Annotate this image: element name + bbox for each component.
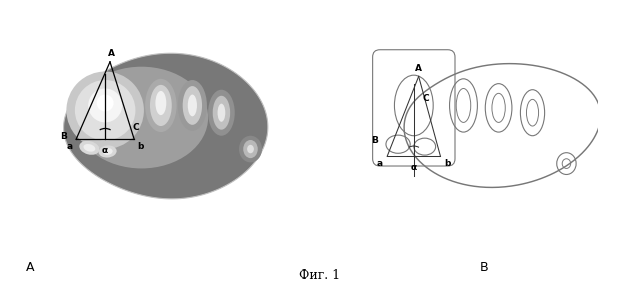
Ellipse shape (208, 90, 235, 136)
Text: A: A (26, 260, 34, 274)
Ellipse shape (75, 80, 136, 141)
Text: b: b (445, 159, 451, 168)
Ellipse shape (99, 145, 116, 158)
Ellipse shape (182, 86, 202, 125)
Text: SmoN0.0 s.00.0  bo.00.03i  q : i: SmoN0.0 s.00.0 bo.00.03i q : i (120, 243, 188, 247)
Ellipse shape (79, 141, 99, 155)
Ellipse shape (243, 140, 258, 158)
Text: a: a (67, 142, 73, 151)
Ellipse shape (88, 88, 122, 123)
Text: B: B (480, 260, 488, 274)
Polygon shape (63, 53, 268, 199)
Text: S: H: S: H (37, 15, 45, 19)
Text: C: C (422, 94, 429, 103)
Ellipse shape (145, 79, 177, 132)
Ellipse shape (218, 104, 225, 122)
Ellipse shape (97, 95, 114, 111)
Text: C: C (132, 123, 139, 132)
Text: B: B (61, 133, 67, 141)
Ellipse shape (150, 85, 172, 126)
Text: a: a (377, 159, 383, 168)
Ellipse shape (75, 67, 208, 168)
Ellipse shape (67, 72, 144, 149)
Text: b: b (137, 142, 143, 151)
Text: nH0: nH0 (231, 15, 239, 19)
Ellipse shape (247, 145, 254, 153)
Text: A: A (415, 64, 422, 73)
Text: α: α (102, 146, 108, 155)
Ellipse shape (212, 96, 230, 130)
Text: ---: --- (231, 241, 236, 245)
Ellipse shape (178, 80, 207, 131)
Ellipse shape (83, 144, 95, 152)
Ellipse shape (156, 91, 166, 115)
Text: Фиг. 1: Фиг. 1 (300, 269, 340, 282)
Text: α: α (411, 163, 417, 172)
Ellipse shape (188, 95, 197, 116)
Text: B: B (372, 136, 378, 145)
Ellipse shape (102, 148, 113, 155)
Text: A: A (108, 49, 115, 58)
Ellipse shape (239, 136, 262, 162)
